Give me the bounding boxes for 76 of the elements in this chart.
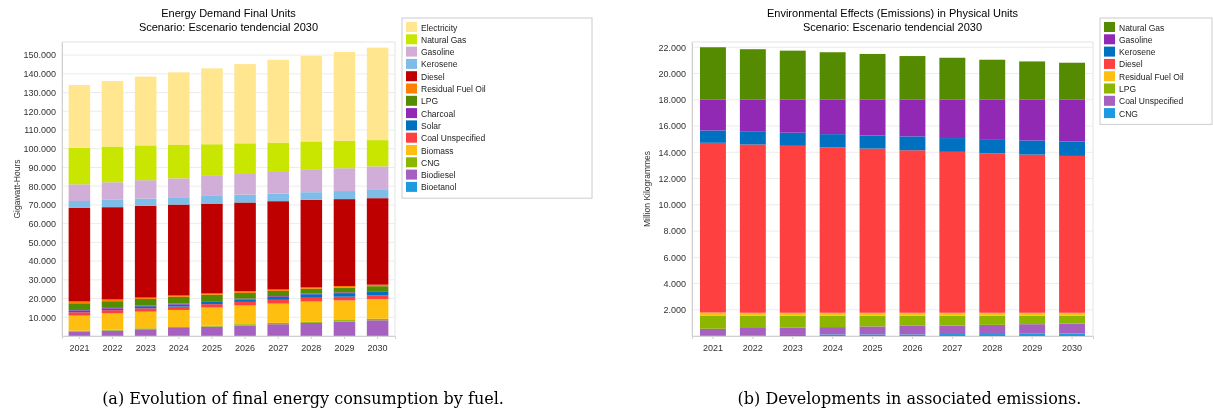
legend-label: LPG	[421, 96, 439, 107]
legend-label: Coal Unspecified	[421, 133, 486, 144]
legend-label: Electricity	[421, 22, 459, 33]
y-tick-label: 50.000	[28, 237, 56, 248]
legend-label: Charcoal	[421, 108, 456, 119]
chart-subtitle: Scenario: Escenario tendencial 2030	[802, 21, 983, 33]
x-tick-label: 2026	[902, 343, 923, 354]
x-tick-label: 2022	[102, 343, 123, 354]
x-tick-label: 2027	[268, 343, 289, 354]
x-tick-label: 2024	[168, 343, 189, 354]
x-tick-label: 2030	[1062, 343, 1083, 354]
chart-title: Energy Demand Final Units	[161, 7, 297, 19]
y-tick-label: 12.000	[658, 173, 686, 184]
x-tick-label: 2029	[334, 343, 355, 354]
legend-label: Natural Gas	[1119, 22, 1165, 33]
legend-label: Natural Gas	[421, 34, 467, 45]
y-tick-label: 60.000	[28, 219, 56, 230]
y-tick-label: 10.000	[658, 200, 686, 211]
y-tick-label: 40.000	[28, 256, 56, 267]
y-tick-label: 100.000	[23, 144, 56, 155]
y-axis-title: Gigawatt-Hours	[12, 159, 22, 219]
text: (b) Developments in associated emissions.	[737, 389, 1082, 408]
y-tick-label: 30.000	[28, 275, 56, 286]
y-axis-title: Million Kilogrammes	[642, 150, 652, 228]
chart-title: Environmental Effects (Emissions) in Physical Units	[766, 7, 1019, 19]
x-tick-label: 2030	[367, 343, 388, 354]
legend-label: LPG	[1119, 84, 1137, 94]
y-tick-label: 4.000	[663, 278, 686, 289]
y-tick-label: 120.000	[23, 106, 56, 117]
chart-subtitle: Scenario: Escenario tendencial 2030	[138, 21, 319, 33]
y-tick-label: 110.000	[24, 125, 56, 136]
legend-label: Biodiesel	[421, 170, 456, 181]
x-tick-label: 2023	[135, 343, 156, 354]
y-tick-label: 8.000	[663, 226, 686, 237]
x-tick-label: 2024	[822, 343, 843, 354]
legend-label: CNG	[1119, 108, 1138, 119]
y-tick-label: 22.000	[658, 42, 686, 53]
x-tick-label: 2027	[942, 343, 963, 354]
y-tick-label: 18.000	[658, 95, 686, 106]
y-tick-label: 20.000	[658, 68, 686, 79]
y-tick-label: 140.000	[23, 69, 56, 80]
x-tick-label: 2021	[69, 343, 90, 354]
legend-label: Coal Unspecified	[1119, 96, 1184, 107]
x-tick-label: 2029	[1022, 343, 1043, 354]
x-tick-label: 2025	[862, 343, 883, 354]
y-tick-label: 6.000	[663, 252, 686, 263]
y-tick-label: 10.000	[28, 312, 56, 323]
legend-label: Diesel	[421, 71, 445, 82]
legend-label: Diesel	[1119, 59, 1143, 70]
text: (a) Evolution of final energy consumption by fuel.	[102, 389, 504, 408]
legend-label: Gasoline	[1119, 34, 1153, 45]
x-tick-label: 2022	[742, 343, 763, 354]
x-tick-label: 2021	[702, 343, 723, 354]
legend-label: Residual Fuel Oil	[1119, 71, 1184, 82]
x-tick-label: 2023	[782, 343, 803, 354]
y-tick-label: 2.000	[663, 305, 686, 316]
y-tick-label: 14.000	[658, 147, 686, 158]
y-tick-label: 80.000	[28, 181, 56, 192]
x-tick-label: 2026	[235, 343, 256, 354]
x-tick-label: 2028	[982, 343, 1003, 354]
x-tick-label: 2028	[301, 343, 322, 354]
y-tick-label: 90.000	[28, 162, 56, 173]
legend-label: CNG	[421, 157, 440, 168]
y-tick-label: 150.000	[23, 50, 56, 61]
x-tick-label: 2025	[201, 343, 222, 354]
legend-label: Kerosene	[1119, 47, 1156, 58]
y-tick-label: 20.000	[28, 293, 56, 304]
y-tick-label: 130.000	[23, 87, 56, 98]
y-tick-label: 70.000	[28, 200, 56, 211]
legend-label: Gasoline	[421, 47, 455, 58]
legend-label: Residual Fuel Oil	[421, 84, 486, 94]
legend-label: Biomass	[421, 145, 454, 156]
y-tick-label: 16.000	[658, 121, 686, 132]
legend-label: Kerosene	[421, 59, 458, 70]
legend-label: Bioetanol	[421, 182, 457, 193]
legend-label: Solar	[421, 120, 442, 131]
